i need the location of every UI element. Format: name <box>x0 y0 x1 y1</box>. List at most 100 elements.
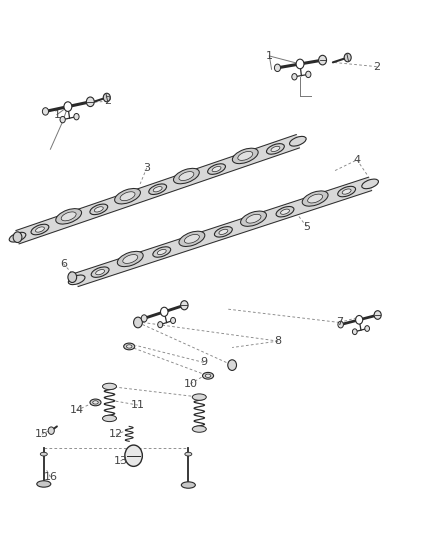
Ellipse shape <box>153 247 171 257</box>
Ellipse shape <box>202 373 214 379</box>
Ellipse shape <box>215 227 232 237</box>
Ellipse shape <box>338 187 356 197</box>
Text: 4: 4 <box>353 155 360 165</box>
Ellipse shape <box>120 192 135 200</box>
Circle shape <box>158 321 162 328</box>
Ellipse shape <box>115 189 141 204</box>
Text: 2: 2 <box>373 62 380 71</box>
Ellipse shape <box>205 374 211 377</box>
Ellipse shape <box>123 255 138 263</box>
Ellipse shape <box>124 343 135 350</box>
Circle shape <box>365 326 370 332</box>
Ellipse shape <box>212 166 221 172</box>
Polygon shape <box>75 177 371 287</box>
Ellipse shape <box>117 252 143 266</box>
Circle shape <box>344 53 351 62</box>
Text: 3: 3 <box>143 163 150 173</box>
Ellipse shape <box>35 227 44 232</box>
Ellipse shape <box>157 249 166 255</box>
Ellipse shape <box>276 206 294 217</box>
Ellipse shape <box>281 209 290 214</box>
Circle shape <box>228 360 237 370</box>
Circle shape <box>306 71 311 78</box>
Ellipse shape <box>185 452 192 456</box>
Polygon shape <box>16 134 300 244</box>
Circle shape <box>275 64 281 71</box>
Circle shape <box>356 316 363 324</box>
Ellipse shape <box>31 224 49 235</box>
Ellipse shape <box>240 211 266 227</box>
Ellipse shape <box>208 164 226 174</box>
Text: 15: 15 <box>35 430 49 439</box>
Ellipse shape <box>307 194 323 203</box>
Ellipse shape <box>271 146 280 151</box>
Ellipse shape <box>362 179 378 189</box>
Ellipse shape <box>179 172 194 181</box>
Ellipse shape <box>90 399 101 406</box>
Ellipse shape <box>94 207 103 212</box>
Text: 13: 13 <box>113 456 127 466</box>
Text: 6: 6 <box>60 259 67 269</box>
Ellipse shape <box>173 168 199 184</box>
Ellipse shape <box>238 151 253 160</box>
Circle shape <box>338 321 343 328</box>
Ellipse shape <box>246 214 261 223</box>
Ellipse shape <box>93 401 98 404</box>
Circle shape <box>353 329 357 335</box>
Text: 1: 1 <box>266 51 273 61</box>
Circle shape <box>374 311 381 319</box>
Circle shape <box>68 272 77 282</box>
Ellipse shape <box>61 212 76 221</box>
Ellipse shape <box>149 184 166 195</box>
Ellipse shape <box>102 383 117 390</box>
Ellipse shape <box>102 415 117 422</box>
Circle shape <box>292 74 297 80</box>
Circle shape <box>125 445 142 466</box>
Text: 16: 16 <box>43 472 57 482</box>
Text: 7: 7 <box>336 318 343 327</box>
Ellipse shape <box>68 275 85 285</box>
Text: 9: 9 <box>200 358 207 367</box>
Ellipse shape <box>302 191 328 206</box>
Ellipse shape <box>192 394 206 400</box>
Ellipse shape <box>37 481 51 487</box>
Circle shape <box>60 116 65 123</box>
Circle shape <box>13 232 22 243</box>
Text: 8: 8 <box>275 336 282 346</box>
Ellipse shape <box>266 144 284 154</box>
Text: 1: 1 <box>53 110 60 119</box>
Ellipse shape <box>219 229 228 235</box>
Text: 14: 14 <box>70 406 84 415</box>
Ellipse shape <box>153 187 162 192</box>
Ellipse shape <box>179 231 205 246</box>
Text: 12: 12 <box>109 430 123 439</box>
Circle shape <box>296 59 304 69</box>
Ellipse shape <box>290 136 306 146</box>
Circle shape <box>86 97 94 107</box>
Circle shape <box>48 427 54 434</box>
Text: 2: 2 <box>104 96 111 106</box>
Text: 11: 11 <box>131 400 145 410</box>
Text: 5: 5 <box>303 222 310 231</box>
Ellipse shape <box>40 452 47 456</box>
Ellipse shape <box>233 148 258 164</box>
Circle shape <box>180 301 188 310</box>
Circle shape <box>134 317 142 328</box>
Ellipse shape <box>9 232 26 242</box>
Ellipse shape <box>90 204 108 215</box>
Ellipse shape <box>91 267 109 277</box>
Ellipse shape <box>342 189 351 194</box>
Ellipse shape <box>95 270 105 274</box>
Ellipse shape <box>192 426 206 432</box>
Circle shape <box>74 114 79 120</box>
Circle shape <box>103 93 110 102</box>
Ellipse shape <box>56 208 81 224</box>
Circle shape <box>170 318 176 324</box>
Circle shape <box>160 307 168 317</box>
Ellipse shape <box>181 482 195 488</box>
Circle shape <box>141 315 147 322</box>
Circle shape <box>42 108 49 115</box>
Circle shape <box>318 55 326 65</box>
Circle shape <box>64 102 72 111</box>
Ellipse shape <box>127 345 132 348</box>
